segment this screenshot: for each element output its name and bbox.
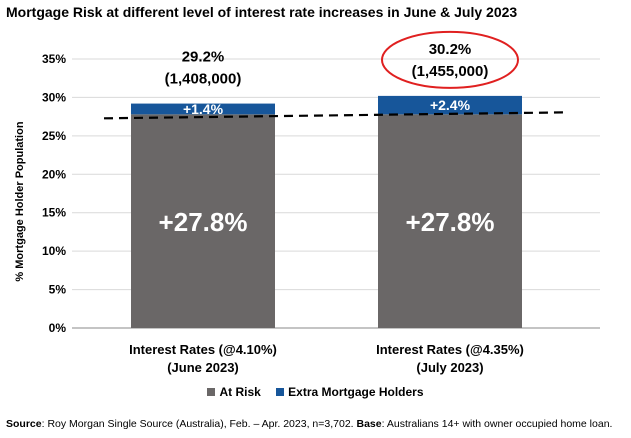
source-text: : Roy Morgan Single Source (Australia), … [41, 418, 357, 430]
legend-label-at-risk: At Risk [219, 385, 261, 399]
bar-at-risk [131, 114, 275, 328]
data-label-extra-mortgage-holders: +2.4% [430, 97, 471, 113]
data-label-at-risk: +27.8% [159, 207, 248, 237]
total-count-label: (1,455,000) [412, 63, 489, 80]
y-tick-label: 10% [42, 244, 66, 258]
source-note: Source: Roy Morgan Single Source (Austra… [6, 418, 612, 430]
total-count-label: (1,408,000) [165, 71, 242, 88]
y-tick-label: 35% [42, 52, 66, 66]
legend-item-extra-mortgage-holders: Extra Mortgage Holders [276, 385, 424, 399]
reference-line [103, 111, 569, 120]
y-tick-label: 20% [42, 167, 66, 181]
bar-extra-mortgage-holders [131, 103, 275, 115]
data-label-extra-mortgage-holders: +1.4% [183, 101, 224, 117]
x-tick-label: (July 2023) [416, 360, 483, 375]
y-tick-label: 5% [49, 283, 67, 297]
x-tick-label: Interest Rates (@4.10%) [129, 342, 277, 357]
legend-item-at-risk: At Risk [207, 385, 261, 399]
highlight-circle [381, 30, 519, 89]
data-label-at-risk: +27.8% [406, 207, 495, 237]
total-percent-label: 30.2% [429, 41, 472, 58]
y-tick-label: 25% [42, 129, 66, 143]
legend-swatch-extra-mortgage-holders [276, 388, 285, 396]
bar-extra-mortgage-holders [378, 95, 522, 115]
legend-swatch-at-risk [207, 388, 216, 396]
y-tick-label: 30% [42, 90, 66, 104]
legend: At Risk Extra Mortgage Holders [0, 385, 631, 399]
total-percent-label: 29.2% [182, 49, 225, 66]
x-tick-label: (June 2023) [167, 360, 239, 375]
bar-at-risk [378, 114, 522, 328]
y-tick-label: 15% [42, 206, 66, 220]
legend-label-extra-mortgage-holders: Extra Mortgage Holders [288, 385, 424, 399]
source-label: Source [6, 418, 42, 430]
y-axis-label: % Mortgage Holder Population [14, 121, 26, 281]
chart-title: Mortgage Risk at different level of inte… [6, 4, 518, 20]
x-tick-label: Interest Rates (@4.35%) [376, 342, 524, 357]
base-text: : Australians 14+ with owner occupied ho… [381, 418, 613, 430]
base-label: Base [356, 418, 382, 430]
y-tick-label: 0% [49, 321, 67, 335]
